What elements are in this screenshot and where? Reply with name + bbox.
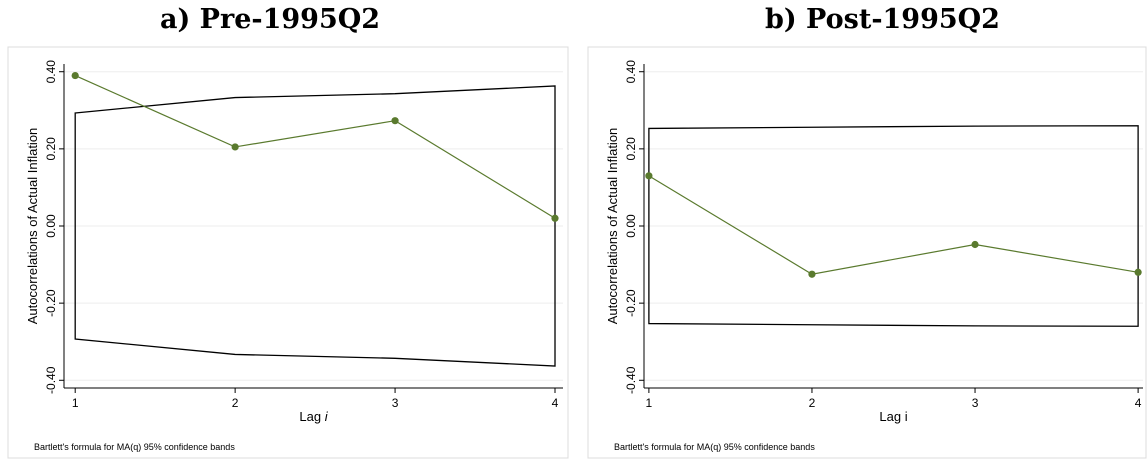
autocorrelation-line: [648, 175, 1139, 275]
y-tick-label: 0.20: [624, 137, 638, 161]
autocorrelation-point: [71, 71, 79, 80]
bartlett-note: Bartlett's formula for MA(q) 95% confide…: [34, 442, 235, 452]
x-tick-label: 1: [646, 396, 653, 410]
autocorrelation-point: [808, 270, 816, 278]
autocorrelation-point: [1134, 268, 1142, 276]
y-tick-label: -0.20: [44, 289, 58, 317]
x-tick-label: 1: [72, 396, 79, 410]
panel-title-post: b) Post-1995Q2: [765, 4, 1000, 35]
x-tick-label: 4: [552, 396, 559, 410]
confidence-band: [648, 125, 1139, 327]
x-tick-label: 3: [392, 396, 399, 410]
x-axis-label: Lag i: [879, 409, 907, 424]
y-tick-label: -0.20: [624, 289, 638, 317]
x-tick-label: 4: [1135, 396, 1142, 410]
x-tick-label: 3: [972, 396, 979, 410]
x-tick-label: 2: [809, 396, 816, 410]
panel-frame: [7, 46, 569, 459]
confidence-band: [74, 85, 556, 367]
autocorrelation-line: [74, 75, 556, 219]
y-tick-label: -0.40: [44, 366, 58, 394]
y-tick-label: 0.00: [624, 214, 638, 238]
autocorrelation-point: [231, 143, 239, 151]
autocorrelation-point: [391, 117, 399, 125]
bartlett-note: Bartlett's formula for MA(q) 95% confide…: [614, 442, 815, 452]
y-tick-label: 0.20: [44, 137, 58, 161]
y-tick-label: 0.00: [44, 214, 58, 238]
x-tick-label: 2: [232, 396, 239, 410]
y-axis-label: Autocorrelations of Actual Inflation: [25, 128, 40, 325]
y-tick-label: 0.40: [44, 60, 58, 84]
chart-panel-1: -0.40 -0.20 0.00 0.20 0.40 1 2 3 4 Autocorrelatio…: [7, 46, 569, 459]
autocorrelation-point: [645, 172, 653, 180]
autocorrelation-point: [551, 214, 559, 222]
y-axis-label: Autocorrelations of Actual Inflation: [605, 128, 620, 325]
panel-title-pre: a) Pre-1995Q2: [160, 4, 381, 35]
y-tick-label: 0.40: [624, 60, 638, 84]
chart-panel-2: -0.40 -0.20 0.00 0.20 0.40 1 2 3 4 Autocorrelatio…: [587, 46, 1147, 459]
y-tick-label: -0.40: [624, 366, 638, 394]
panel-frame: [587, 46, 1147, 459]
x-axis-label: Lag i: [299, 409, 328, 424]
autocorrelation-point: [971, 240, 979, 249]
